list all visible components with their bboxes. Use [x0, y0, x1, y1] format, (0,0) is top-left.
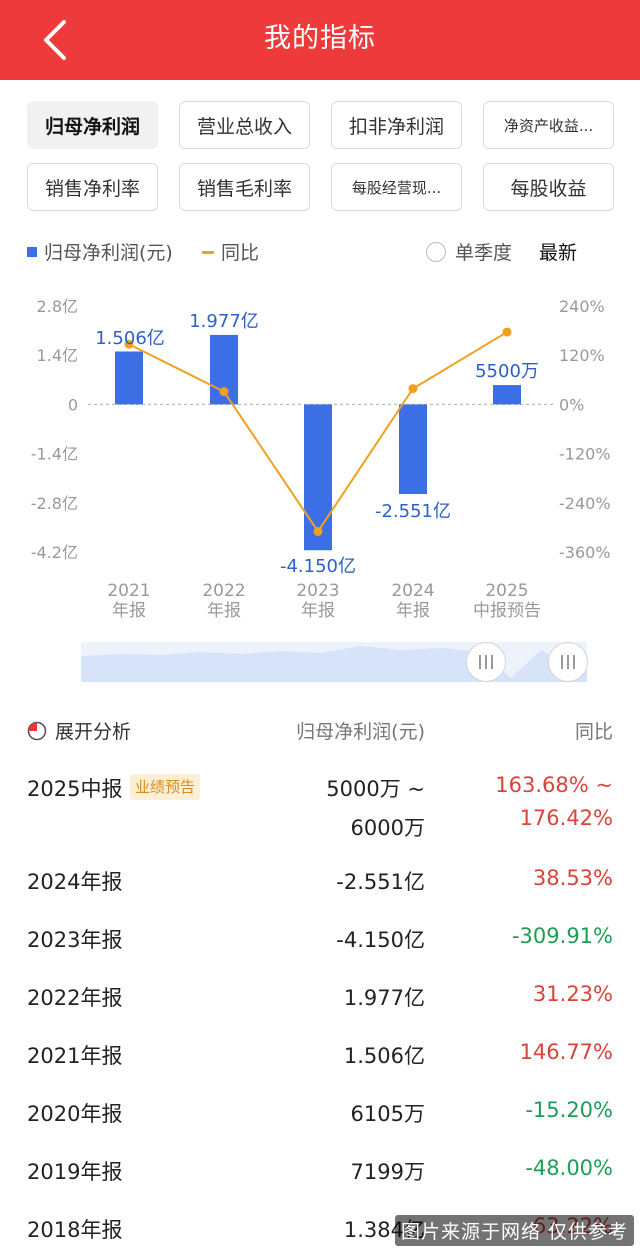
range-slider[interactable] [81, 642, 588, 682]
pie-chart-icon [27, 721, 47, 741]
analysis-header: 展开分析 归母净利润(元) 同比 [27, 715, 613, 747]
bar-data-label: -2.551亿 [375, 501, 451, 522]
y-left-tick-label: -4.2亿 [31, 543, 78, 562]
yoy-point [124, 339, 134, 349]
single-quarter-label[interactable]: 单季度 [455, 242, 513, 264]
bar-data-label: 1.506亿 [95, 328, 165, 349]
y-right-tick-label: 0% [559, 395, 584, 414]
x-tick-sublabel: 年报 [207, 601, 241, 621]
header-bar: 我的指标 [0, 0, 640, 80]
y-left-tick-label: -2.8亿 [31, 494, 78, 513]
row-period: 2021年报 [27, 1044, 123, 1068]
row-yoy: -309.91% [511, 924, 613, 948]
tab-operating-cashflow-per-share[interactable]: 每股经营现... [331, 163, 462, 211]
row-value: -2.551亿 [336, 870, 425, 894]
x-tick-sublabel: 年报 [112, 601, 146, 621]
bar [115, 351, 143, 405]
y-left-tick-label: 0 [68, 395, 78, 414]
watermark: 图片来源于网络 仅供参考 [394, 1215, 634, 1246]
y-right-tick-label: 240% [559, 297, 605, 316]
row-yoy: 163.68% ~176.42% [495, 773, 613, 830]
bar-data-label: 1.977亿 [189, 311, 259, 332]
x-tick-label: 2022 [202, 581, 245, 601]
row-period: 2024年报 [27, 870, 123, 894]
bar [493, 385, 521, 405]
bar-legend-label: 归母净利润(元) [44, 242, 173, 264]
row-value: 1.977亿 [343, 986, 425, 1010]
bar-legend-swatch [27, 247, 37, 257]
yoy-point [502, 327, 512, 337]
y-right-tick-label: -240% [559, 494, 611, 513]
x-tick-label: 2023 [296, 581, 339, 601]
row-yoy: 31.23% [532, 982, 613, 1006]
tab-net-margin[interactable]: 销售净利率 [27, 163, 158, 211]
y-left-tick-label: 1.4亿 [37, 346, 78, 365]
row-value: 7199万 [350, 1160, 425, 1184]
yoy-column-header: 同比 [574, 721, 613, 743]
row-value: 6105万 [350, 1102, 425, 1126]
bar-data-label: 5500万 [475, 361, 539, 382]
chart-legend: 归母净利润(元) 同比 单季度 最新 [27, 236, 613, 266]
single-quarter-radio[interactable] [426, 242, 446, 262]
x-tick-label: 2021 [107, 581, 150, 601]
yoy-point [219, 387, 229, 397]
row-yoy: 38.53% [532, 866, 613, 890]
row-value: 1.506亿 [343, 1044, 425, 1068]
y-right-tick-label: 120% [559, 346, 605, 365]
tab-gross-margin[interactable]: 销售毛利率 [179, 163, 310, 211]
row-value: -4.150亿 [336, 928, 425, 952]
bar [304, 404, 332, 551]
analysis-title[interactable]: 展开分析 [55, 721, 132, 743]
y-right-tick-label: -120% [559, 445, 611, 464]
x-tick-label: 2024 [391, 581, 434, 601]
x-tick-sublabel: 年报 [396, 601, 430, 621]
y-right-tick-label: -360% [559, 543, 611, 562]
slider-handle-right[interactable] [548, 642, 588, 682]
slider-handle-left[interactable] [466, 642, 506, 682]
x-tick-label: 2025 [485, 581, 528, 601]
row-period: 2018年报 [27, 1218, 123, 1242]
line-legend-swatch [202, 251, 214, 254]
value-column-header: 归母净利润(元) [296, 721, 425, 743]
tab-roe[interactable]: 净资产收益... [483, 101, 614, 149]
x-tick-sublabel: 中报预告 [473, 601, 541, 621]
y-left-tick-label: -1.4亿 [31, 445, 78, 464]
row-period: 2025中报 [27, 777, 123, 801]
row-yoy: -15.20% [525, 1098, 613, 1122]
yoy-point [313, 526, 323, 536]
metric-tabs: 归母净利润 营业总收入 扣非净利润 净资产收益... 销售净利率 销售毛利率 每… [27, 101, 614, 211]
row-yoy: -48.00% [525, 1156, 613, 1180]
row-value: 5000万 ~6000万 [326, 777, 425, 840]
y-left-tick-label: 2.8亿 [37, 297, 78, 316]
net-profit-chart: 2.8亿 1.4亿 0 -1.4亿 -2.8亿 -4.2亿 240% 120% 0% -120% -… [31, 297, 611, 621]
row-period: 2020年报 [27, 1102, 123, 1126]
bar [399, 404, 427, 495]
latest-toggle[interactable]: 最新 [539, 242, 578, 264]
page-title: 我的指标 [264, 23, 376, 54]
row-period: 2019年报 [27, 1160, 123, 1184]
line-legend-label: 同比 [221, 242, 260, 264]
row-yoy: 146.77% [519, 1040, 613, 1064]
bar-data-label: -4.150亿 [280, 556, 356, 577]
back-icon[interactable] [38, 18, 78, 62]
row-period: 2022年报 [27, 986, 123, 1010]
tab-net-profit[interactable]: 归母净利润 [27, 101, 158, 149]
tab-deducted-net-profit[interactable]: 扣非净利润 [331, 101, 462, 149]
tab-total-revenue[interactable]: 营业总收入 [179, 101, 310, 149]
x-tick-sublabel: 年报 [301, 601, 335, 621]
tab-eps[interactable]: 每股收益 [483, 163, 614, 211]
yoy-point [408, 384, 418, 394]
forecast-badge: 业绩预告 [130, 774, 201, 800]
row-period: 2023年报 [27, 928, 123, 952]
slider-preview-area [81, 646, 587, 682]
